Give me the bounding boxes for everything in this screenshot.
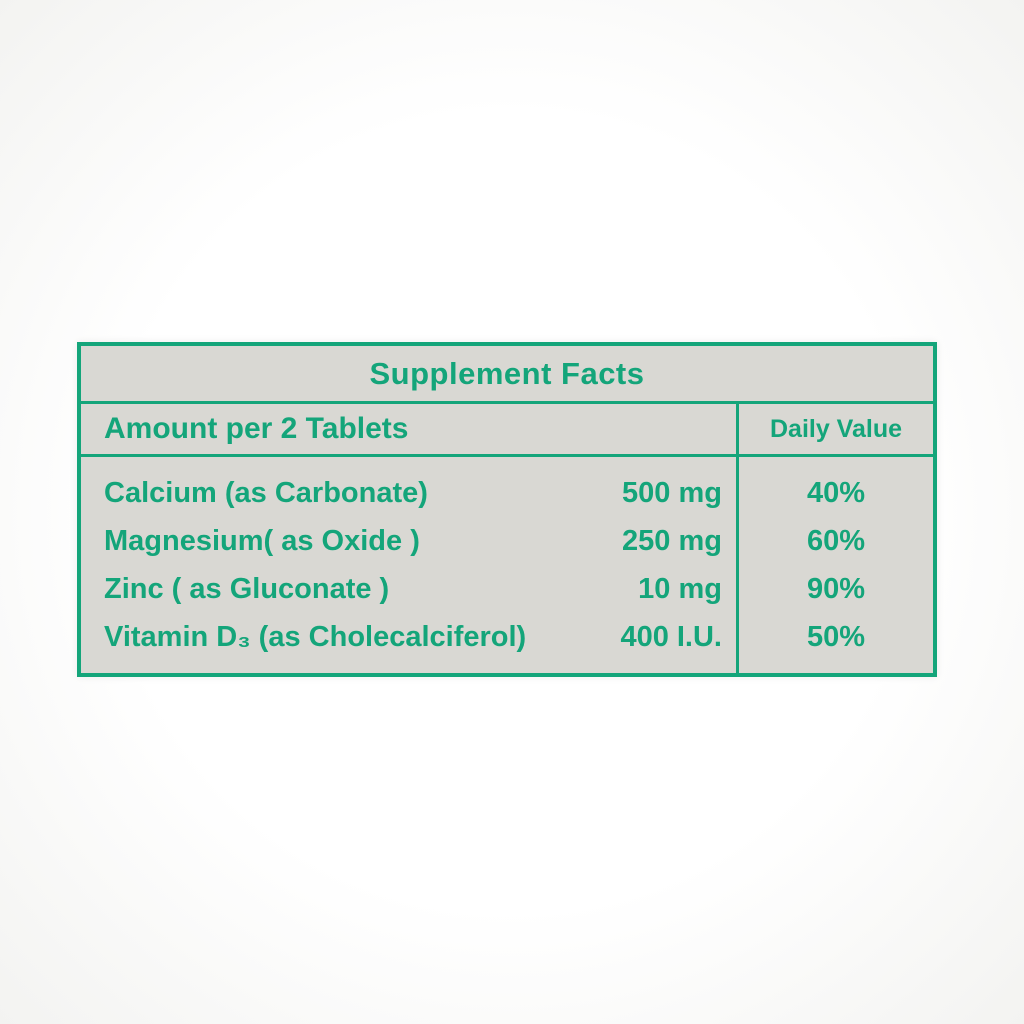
daily-value-cell: 50% xyxy=(806,620,866,653)
supplement-facts-panel: Supplement Facts Amount per 2 Tablets Da… xyxy=(77,342,937,677)
nutrient-name: Vitamin D₃ (as Cholecalciferol) xyxy=(104,620,527,653)
daily-value-column-header: Daily Value xyxy=(769,414,903,443)
daily-value-cell: 90% xyxy=(806,572,866,605)
table-row: Vitamin D₃ (as Cholecalciferol) 400 I.U. xyxy=(104,613,736,661)
table-row: Calcium (as Carbonate) 500 mg xyxy=(104,469,736,517)
column-header-row: Amount per 2 Tablets Daily Value xyxy=(81,404,933,457)
nutrient-name-amount-column: Calcium (as Carbonate) 500 mg Magnesium(… xyxy=(81,457,736,673)
nutrient-name: Magnesium( as Oxide ) xyxy=(104,524,420,557)
nutrient-amount: 500 mg xyxy=(622,476,722,509)
table-row: Magnesium( as Oxide ) 250 mg xyxy=(104,517,736,565)
nutrient-amount: 10 mg xyxy=(638,572,722,605)
daily-value-cell: 40% xyxy=(806,476,866,509)
nutrient-name: Calcium (as Carbonate) xyxy=(104,476,428,509)
nutrient-name: Zinc ( as Gluconate ) xyxy=(104,572,390,605)
daily-value-column-header-cell: Daily Value xyxy=(736,404,933,454)
nutrient-table-body: Calcium (as Carbonate) 500 mg Magnesium(… xyxy=(81,457,933,673)
nutrient-amount: 250 mg xyxy=(622,524,722,557)
table-row: Zinc ( as Gluconate ) 10 mg xyxy=(104,565,736,613)
amount-column-header-cell: Amount per 2 Tablets xyxy=(81,404,736,454)
panel-title: Supplement Facts xyxy=(369,355,645,391)
panel-title-row: Supplement Facts xyxy=(81,346,933,404)
nutrient-amount: 400 I.U. xyxy=(620,620,722,653)
amount-column-header: Amount per 2 Tablets xyxy=(104,412,409,445)
daily-value-column: 40% 60% 90% 50% xyxy=(736,457,933,673)
daily-value-cell: 60% xyxy=(806,524,866,557)
